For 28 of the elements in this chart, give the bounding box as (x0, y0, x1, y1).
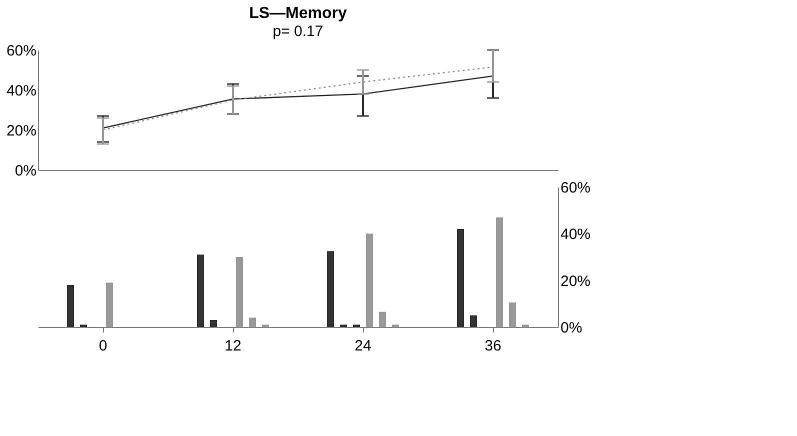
bar (457, 229, 464, 327)
y-tick-label: 20% (6, 122, 36, 140)
y-tick-label: 60% (6, 42, 36, 60)
x-tick-label: 0 (98, 338, 108, 354)
bar (327, 251, 334, 327)
y2-tick-label: 60% (560, 180, 591, 196)
bar (197, 254, 204, 327)
y-tick-label: 0% (14, 162, 36, 180)
bar (249, 318, 256, 327)
x-tick-label: 24 (354, 338, 372, 354)
y2-tick-label: 20% (560, 272, 591, 290)
bar (379, 312, 386, 327)
bar (509, 302, 516, 327)
line-series (102, 75, 494, 129)
y2-tick-label: 0% (560, 320, 582, 336)
x-tick-label: 12 (224, 338, 242, 354)
x-tick-label: 36 (484, 338, 502, 354)
bar (210, 320, 217, 327)
bar (106, 282, 113, 327)
chart-title: LS—Memory (249, 5, 347, 22)
y2-tick-label: 40% (560, 226, 591, 244)
bar (236, 257, 243, 327)
chart-subtitle: p= 0.17 (272, 23, 324, 40)
bar (470, 315, 477, 327)
y-tick-label: 40% (6, 82, 36, 100)
bar (366, 234, 373, 327)
bar (67, 285, 74, 327)
bar (496, 217, 503, 327)
